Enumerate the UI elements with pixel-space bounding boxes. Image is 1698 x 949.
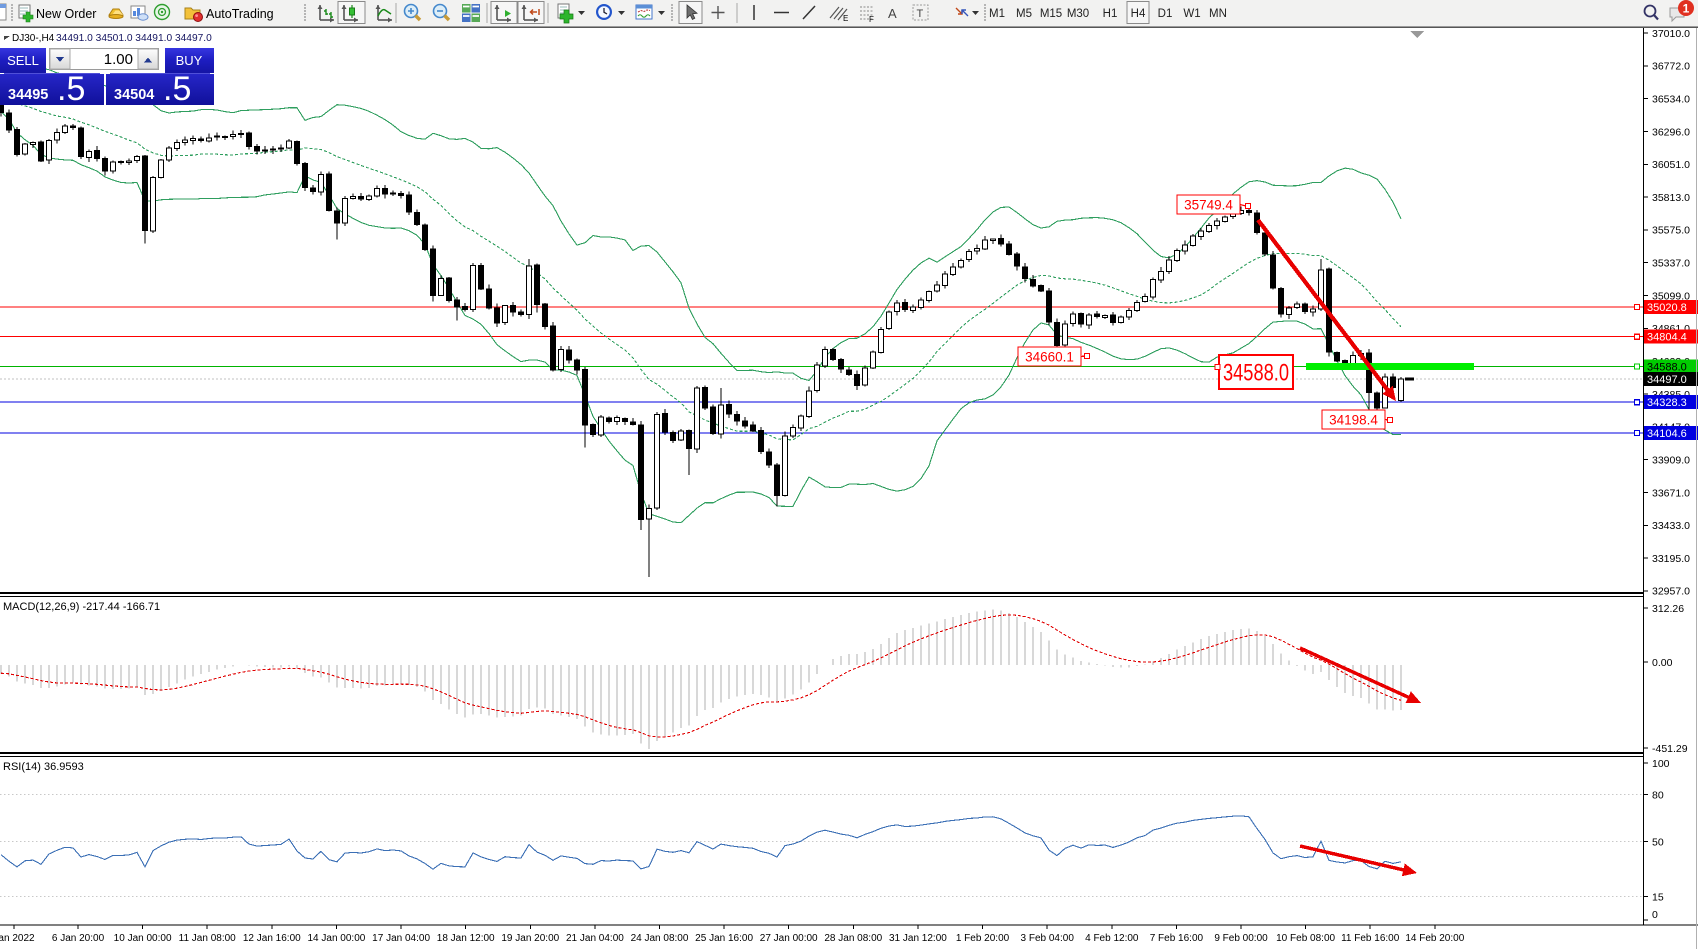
svg-text:MACD(12,26,9) -217.44 -166.71: MACD(12,26,9) -217.44 -166.71 — [3, 601, 160, 613]
svg-text:34804.4: 34804.4 — [1647, 332, 1687, 344]
svg-text:37010.0: 37010.0 — [1652, 28, 1690, 40]
svg-text:Jan 2022: Jan 2022 — [0, 933, 35, 944]
svg-text:11 Jan 08:00: 11 Jan 08:00 — [179, 933, 237, 944]
svg-text:35099.0: 35099.0 — [1652, 290, 1690, 302]
svg-text:17 Jan 04:00: 17 Jan 04:00 — [372, 933, 430, 944]
svg-text:M30: M30 — [1067, 8, 1089, 20]
svg-text:MN: MN — [1209, 8, 1227, 20]
svg-text:E: E — [843, 14, 848, 23]
svg-text:36296.0: 36296.0 — [1652, 126, 1690, 138]
svg-text:12 Jan 16:00: 12 Jan 16:00 — [243, 933, 301, 944]
svg-text:M15: M15 — [1040, 8, 1062, 20]
svg-text:H4: H4 — [1131, 8, 1146, 20]
svg-text:34104.6: 34104.6 — [1647, 428, 1687, 440]
svg-text:35020.8: 35020.8 — [1647, 302, 1687, 314]
svg-text:.5: .5 — [57, 70, 85, 108]
svg-text:A: A — [888, 6, 897, 21]
svg-text:1.00: 1.00 — [104, 51, 133, 68]
svg-text:T: T — [917, 8, 924, 20]
svg-text:M1: M1 — [989, 8, 1005, 20]
svg-text:34588.0: 34588.0 — [1647, 362, 1687, 374]
svg-text:M5: M5 — [1016, 8, 1032, 20]
svg-text:36772.0: 36772.0 — [1652, 61, 1690, 73]
svg-text:36534.0: 36534.0 — [1652, 93, 1690, 105]
svg-text:80: 80 — [1652, 789, 1664, 801]
svg-text:33909.0: 33909.0 — [1652, 455, 1690, 467]
svg-text:H1: H1 — [1103, 8, 1118, 20]
svg-text:0: 0 — [1652, 909, 1658, 921]
svg-text:SELL: SELL — [7, 53, 39, 68]
svg-text:14 Feb 20:00: 14 Feb 20:00 — [1405, 933, 1464, 944]
svg-text:25 Jan 16:00: 25 Jan 16:00 — [695, 933, 753, 944]
svg-text:33671.0: 33671.0 — [1652, 487, 1690, 499]
svg-text:35813.0: 35813.0 — [1652, 192, 1690, 204]
svg-text:24 Jan 08:00: 24 Jan 08:00 — [631, 933, 689, 944]
svg-text:28 Jan 08:00: 28 Jan 08:00 — [824, 933, 882, 944]
svg-text:33433.0: 33433.0 — [1652, 520, 1690, 532]
svg-text:BUY: BUY — [176, 53, 203, 68]
svg-text:34497.0: 34497.0 — [1647, 374, 1687, 386]
svg-text:34504: 34504 — [114, 87, 154, 103]
svg-text:7 Feb 16:00: 7 Feb 16:00 — [1150, 933, 1204, 944]
svg-text:21 Jan 04:00: 21 Jan 04:00 — [566, 933, 624, 944]
svg-text:32957.0: 32957.0 — [1652, 586, 1690, 598]
svg-text:DJ30-,H4: DJ30-,H4 — [12, 33, 55, 44]
svg-text:11 Feb 16:00: 11 Feb 16:00 — [1341, 933, 1400, 944]
svg-text:10 Feb 08:00: 10 Feb 08:00 — [1276, 933, 1335, 944]
svg-text:34588.0: 34588.0 — [1223, 360, 1289, 387]
svg-text:4 Feb 12:00: 4 Feb 12:00 — [1085, 933, 1139, 944]
svg-text:W1: W1 — [1183, 8, 1200, 20]
svg-text:312.26: 312.26 — [1652, 603, 1684, 615]
svg-text:RSI(14) 36.9593: RSI(14) 36.9593 — [3, 761, 84, 773]
svg-text:36051.0: 36051.0 — [1652, 159, 1690, 171]
svg-text:34660.1: 34660.1 — [1025, 349, 1074, 364]
svg-text:-451.29: -451.29 — [1652, 743, 1688, 755]
svg-text:50: 50 — [1652, 837, 1664, 849]
svg-text:F: F — [869, 15, 874, 24]
svg-text:D1: D1 — [1158, 8, 1173, 20]
svg-text:34328.3: 34328.3 — [1647, 397, 1687, 409]
svg-text:34495: 34495 — [8, 87, 48, 103]
svg-text:34198.4: 34198.4 — [1329, 412, 1378, 427]
svg-text:35575.0: 35575.0 — [1652, 225, 1690, 237]
svg-text:27 Jan 00:00: 27 Jan 00:00 — [760, 933, 818, 944]
svg-text:14 Jan 00:00: 14 Jan 00:00 — [307, 933, 365, 944]
svg-text:15: 15 — [1652, 892, 1664, 904]
svg-text:18 Jan 12:00: 18 Jan 12:00 — [437, 933, 495, 944]
svg-text:19 Jan 20:00: 19 Jan 20:00 — [501, 933, 559, 944]
svg-text:1: 1 — [1683, 2, 1690, 16]
svg-text:31 Jan 12:00: 31 Jan 12:00 — [889, 933, 947, 944]
svg-text:9 Feb 00:00: 9 Feb 00:00 — [1214, 933, 1268, 944]
svg-text:35337.0: 35337.0 — [1652, 258, 1690, 270]
svg-text:6 Jan 20:00: 6 Jan 20:00 — [52, 933, 105, 944]
svg-text:34491.0 34501.0 34491.0 34497.: 34491.0 34501.0 34491.0 34497.0 — [56, 33, 212, 44]
svg-text:100: 100 — [1652, 758, 1670, 770]
svg-text:33195.0: 33195.0 — [1652, 553, 1690, 565]
svg-text:AutoTrading: AutoTrading — [206, 7, 274, 21]
svg-text:1 Feb 20:00: 1 Feb 20:00 — [956, 933, 1010, 944]
svg-text:.5: .5 — [163, 70, 191, 108]
svg-text:3 Feb 04:00: 3 Feb 04:00 — [1021, 933, 1075, 944]
svg-text:New Order: New Order — [36, 7, 96, 21]
svg-text:10 Jan 00:00: 10 Jan 00:00 — [114, 933, 172, 944]
svg-text:35749.4: 35749.4 — [1184, 197, 1233, 212]
svg-text:0.00: 0.00 — [1652, 657, 1673, 669]
